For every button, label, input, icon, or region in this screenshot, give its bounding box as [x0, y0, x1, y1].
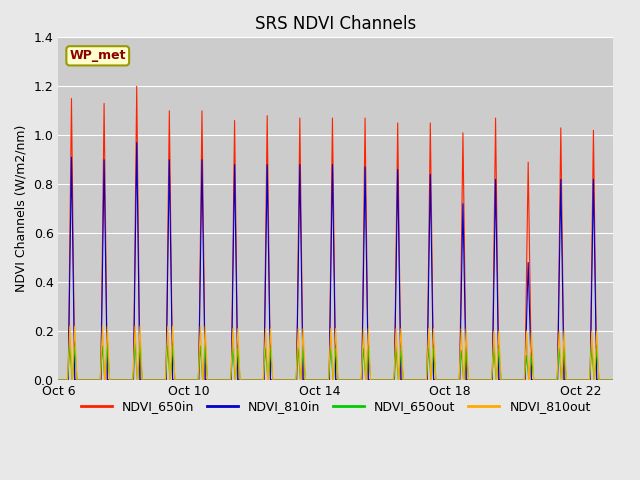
Y-axis label: NDVI Channels (W/m2/nm): NDVI Channels (W/m2/nm) [15, 125, 28, 292]
Text: WP_met: WP_met [70, 49, 126, 62]
Legend: NDVI_650in, NDVI_810in, NDVI_650out, NDVI_810out: NDVI_650in, NDVI_810in, NDVI_650out, NDV… [76, 396, 596, 418]
Title: SRS NDVI Channels: SRS NDVI Channels [255, 15, 417, 33]
